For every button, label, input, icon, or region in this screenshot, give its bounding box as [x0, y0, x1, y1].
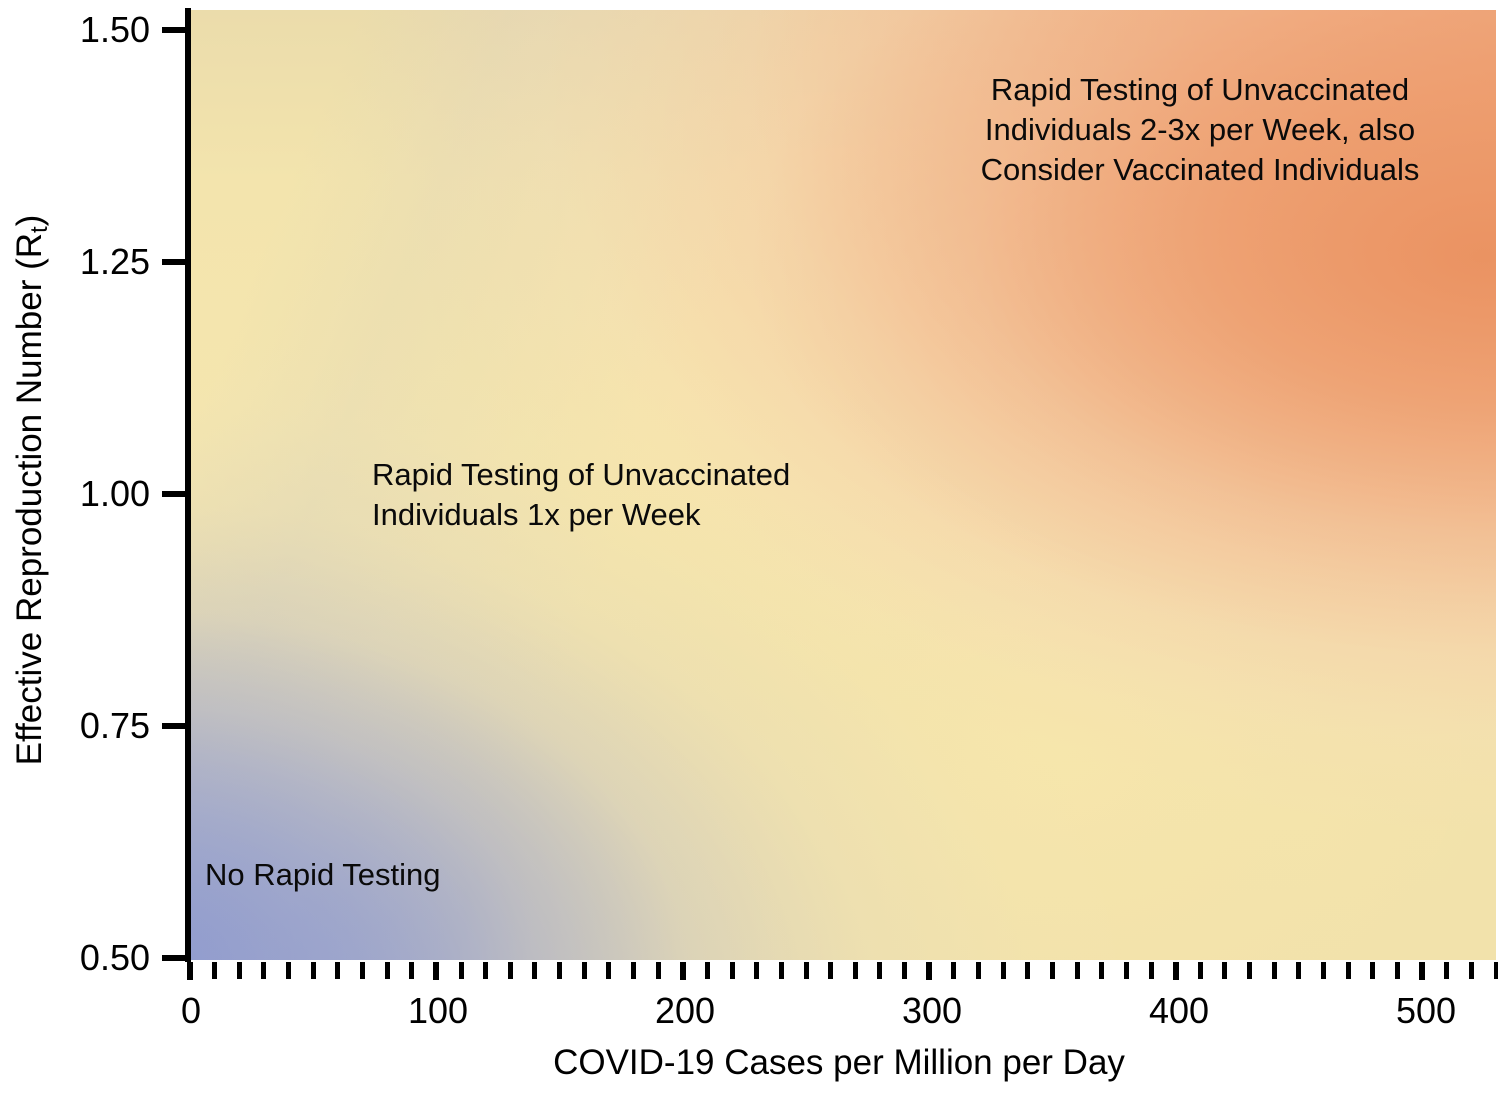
- x-tick-mark-minor: [778, 962, 784, 979]
- x-tick-mark-minor: [1394, 962, 1400, 979]
- x-tick-label: 0: [180, 990, 202, 1031]
- x-axis-title: COVID-19 Cases per Million per Day: [553, 1043, 1125, 1082]
- x-tick-mark-minor: [852, 962, 858, 979]
- x-tick-mark-minor: [729, 962, 735, 979]
- x-tick-mark-minor: [606, 962, 612, 979]
- y-tick-label: 1.25: [79, 241, 150, 282]
- x-tick-mark-minor: [557, 962, 563, 979]
- x-tick-mark-minor: [359, 962, 365, 979]
- x-tick-mark-minor: [236, 962, 242, 979]
- annotation-no-testing: No Rapid Testing: [205, 857, 441, 892]
- x-tick-mark-major: [1419, 962, 1426, 980]
- x-tick-mark-minor: [1321, 962, 1326, 979]
- y-axis-title-end: ): [10, 214, 49, 227]
- x-tick-mark-major: [926, 962, 933, 980]
- heatmap-blue-layer-2: [190, 10, 1496, 960]
- x-tick-mark-minor: [1493, 962, 1498, 979]
- y-tick-label: 0.50: [79, 937, 150, 978]
- x-tick-mark-minor: [581, 962, 587, 979]
- x-tick-mark-minor: [1148, 962, 1154, 979]
- y-axis-line: [185, 8, 191, 962]
- x-tick-mark-minor: [310, 962, 316, 979]
- x-tick-mark-major: [433, 962, 440, 980]
- y-tick-mark: [162, 259, 186, 265]
- y-tick-mark: [162, 27, 186, 33]
- x-tick-mark-minor: [286, 962, 292, 979]
- x-tick-mark-minor: [631, 962, 637, 979]
- x-tick-mark-minor: [754, 962, 760, 979]
- x-tick-mark-minor: [1370, 962, 1376, 979]
- x-tick-mark-minor: [458, 962, 464, 979]
- heatmap-transition-band: [190, 10, 1496, 960]
- x-tick-label: 300: [901, 990, 963, 1031]
- x-tick-mark-minor: [655, 962, 661, 979]
- x-tick-mark-major: [679, 962, 686, 980]
- x-tick-mark-major: [187, 962, 193, 980]
- x-tick-mark-minor: [1099, 962, 1105, 979]
- x-tick-mark-minor: [1197, 962, 1203, 979]
- x-tick-mark-minor: [409, 962, 415, 979]
- x-tick-mark-minor: [1025, 962, 1031, 979]
- x-tick-label: 200: [654, 990, 716, 1031]
- y-tick-mark: [162, 491, 186, 497]
- annotation-frequent-testing: Rapid Testing of Unvaccinated Individual…: [980, 72, 1420, 187]
- x-tick-mark-minor: [803, 962, 809, 979]
- annotation-weekly-testing: Rapid Testing of Unvaccinated Individual…: [372, 457, 791, 532]
- x-tick-mark-minor: [335, 962, 341, 979]
- x-tick-mark-minor: [1271, 962, 1277, 979]
- y-tick-mark: [162, 955, 186, 961]
- x-tick-label: 400: [1148, 990, 1210, 1031]
- x-tick-mark-major: [1172, 962, 1179, 980]
- x-tick-mark-minor: [1468, 962, 1474, 979]
- heatmap-plot-area: [190, 10, 1496, 960]
- x-tick-mark-minor: [1074, 962, 1080, 979]
- x-tick-mark-minor: [1222, 962, 1228, 979]
- x-tick-mark-minor: [1049, 962, 1055, 979]
- y-tick-label: 1.00: [79, 473, 150, 514]
- x-tick-mark-minor: [507, 962, 513, 979]
- x-tick-mark-minor: [976, 962, 982, 979]
- x-tick-mark-minor: [1345, 962, 1351, 979]
- x-tick-mark-minor: [384, 962, 390, 979]
- x-tick-mark-minor: [532, 962, 538, 979]
- x-tick-mark-minor: [1123, 962, 1129, 979]
- x-tick-mark-minor: [1296, 962, 1302, 979]
- x-tick-mark-minor: [261, 962, 267, 979]
- y-tick-label: 0.75: [79, 705, 150, 746]
- y-tick-mark: [162, 723, 186, 729]
- x-tick-mark-minor: [483, 962, 489, 979]
- x-tick-mark-minor: [877, 962, 883, 979]
- x-tick-label: 100: [407, 990, 469, 1031]
- x-tick-mark-minor: [902, 962, 908, 979]
- y-tick-label: 1.50: [79, 9, 150, 50]
- y-axis-title-subscript: t: [26, 226, 53, 233]
- x-tick-mark-minor: [828, 962, 834, 979]
- x-tick-label: 500: [1395, 990, 1457, 1031]
- x-tick-mark-minor: [1247, 962, 1253, 979]
- x-tick-mark-minor: [951, 962, 957, 979]
- x-tick-mark-minor: [212, 962, 218, 979]
- x-tick-mark-minor: [1444, 962, 1450, 979]
- x-tick-mark-minor: [1000, 962, 1006, 979]
- x-tick-mark-minor: [704, 962, 710, 979]
